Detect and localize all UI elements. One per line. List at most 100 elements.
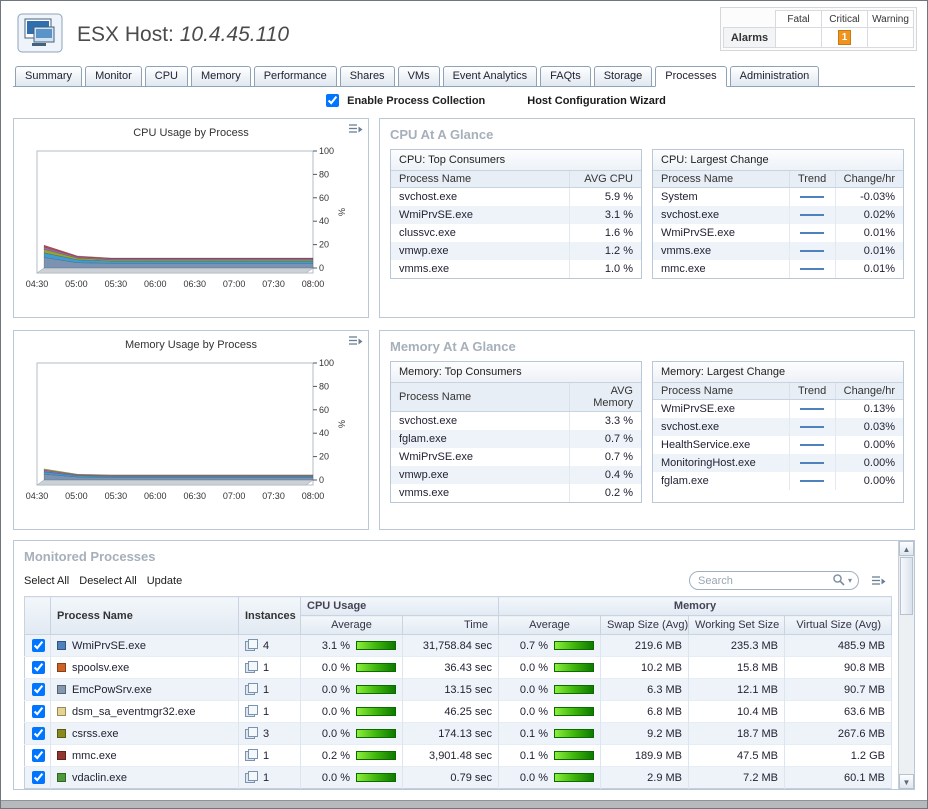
tab-storage[interactable]: Storage: [593, 66, 653, 87]
avg-value: 1.0 %: [604, 263, 633, 275]
memory-average-value: 0.7 %: [519, 639, 549, 652]
cpu-time-value: 13.15 sec: [402, 678, 500, 701]
chart-title: Memory Usage by Process: [124, 339, 258, 351]
col-virtual-size[interactable]: Virtual Size (Avg): [784, 615, 892, 635]
row-checkbox[interactable]: [31, 727, 45, 740]
trend-sparkline: [789, 399, 836, 418]
col-instances[interactable]: Instances: [238, 596, 301, 635]
consumer-row: svchost.exe 5.9 %: [391, 187, 641, 206]
tab-vms[interactable]: VMs: [397, 66, 440, 87]
tab-memory[interactable]: Memory: [190, 66, 251, 87]
row-checkbox[interactable]: [31, 749, 45, 762]
main-grid: CPU Usage by Process 0 20 40 60 80 100% 04:30 0…: [1, 114, 927, 530]
memory-usage-chart-panel: Memory Usage by Process 0 20 40 60 80 100% 04:…: [13, 330, 369, 530]
tab-monitor[interactable]: Monitor: [85, 66, 142, 87]
alarms-label: Alarms: [723, 27, 776, 48]
col-time[interactable]: Time: [401, 615, 500, 635]
process-name: vmms.exe: [653, 242, 790, 260]
col-avg-memory[interactable]: AVG Memory: [569, 383, 641, 412]
toolbar-link-update[interactable]: Update: [146, 574, 183, 587]
svg-text:07:00: 07:00: [223, 491, 246, 501]
instances-icon: [245, 749, 258, 761]
search-box[interactable]: ▾: [689, 571, 859, 590]
process-color-icon: [57, 706, 66, 716]
change-row: svchost.exe 0.03%: [653, 418, 903, 436]
row-checkbox[interactable]: [31, 639, 45, 652]
search-input[interactable]: [696, 573, 829, 588]
change-per-hr: 0.01%: [863, 263, 895, 275]
memory-top-consumers-table: Process Name AVG Memory svchost.exe 3.3 %…: [391, 383, 641, 502]
toolbar-link-select-all[interactable]: Select All: [24, 574, 70, 587]
warning-count-cell[interactable]: [867, 27, 914, 48]
instances-icon: [245, 705, 258, 717]
tab-event-analytics[interactable]: Event Analytics: [442, 66, 538, 87]
chart-options-icon[interactable]: [348, 123, 363, 134]
enable-process-collection[interactable]: Enable Process Collection: [322, 91, 485, 110]
tab-faqts[interactable]: FAQts: [540, 66, 591, 87]
scrollbar-thumb[interactable]: [900, 557, 913, 615]
change-row: WmiPrvSE.exe 0.13%: [653, 399, 903, 418]
row-checkbox[interactable]: [31, 771, 45, 784]
col-process-name[interactable]: Process Name: [391, 171, 570, 188]
row-checkbox[interactable]: [31, 705, 45, 718]
scroll-up-button[interactable]: ▲: [899, 541, 914, 556]
process-name: spoolsv.exe: [72, 661, 130, 674]
tab-processes[interactable]: Processes: [655, 66, 727, 87]
row-checkbox[interactable]: [31, 683, 45, 696]
scroll-down-button[interactable]: ▼: [899, 774, 914, 789]
col-change-per-hr[interactable]: Change/hr: [835, 383, 903, 400]
consumer-row: clussvc.exe 1.6 %: [391, 224, 641, 242]
swap-size-value: 2.9 MB: [600, 766, 690, 789]
consumer-row: fglam.exe 0.7 %: [391, 430, 641, 448]
cpu-average-value: 0.0 %: [321, 771, 350, 784]
col-avg-cpu[interactable]: AVG CPU: [569, 171, 641, 188]
tab-cpu[interactable]: CPU: [144, 66, 188, 87]
avg-value: 0.2 %: [604, 487, 633, 499]
tab-shares[interactable]: Shares: [339, 66, 395, 87]
col-cpu-average[interactable]: Average: [300, 615, 403, 635]
header-checkbox-cell: [24, 596, 51, 635]
col-working-set-size[interactable]: Working Set Size: [688, 615, 786, 635]
vertical-scrollbar[interactable]: ▲ ▼: [898, 541, 914, 789]
svg-text:06:00: 06:00: [144, 279, 167, 289]
search-dropdown-arrow-icon[interactable]: ▾: [847, 576, 852, 585]
tab-performance[interactable]: Performance: [253, 66, 337, 87]
toolbar-link-deselect-all[interactable]: Deselect All: [79, 574, 137, 587]
fatal-count-cell[interactable]: [775, 27, 822, 48]
tab-administration[interactable]: Administration: [729, 66, 820, 87]
col-trend[interactable]: Trend: [789, 383, 836, 400]
panel-title: CPU At A Glance: [390, 127, 494, 142]
avg-value: 1.2 %: [604, 245, 633, 257]
virtual-size-value: 90.7 MB: [784, 678, 892, 701]
table-options-icon[interactable]: [871, 575, 886, 586]
controls-row: Enable Process Collection Host Configura…: [1, 87, 927, 114]
swap-size-value: 219.6 MB: [600, 634, 690, 657]
critical-count-cell[interactable]: 1: [821, 27, 868, 48]
col-change-per-hr[interactable]: Change/hr: [835, 171, 903, 188]
critical-count-badge[interactable]: 1: [838, 30, 851, 45]
tab-summary[interactable]: Summary: [15, 66, 83, 87]
instances-count: 1: [263, 684, 270, 696]
cpu-usage-chart-panel: CPU Usage by Process 0 20 40 60 80 100% 04:30 0…: [13, 118, 369, 318]
col-process-name[interactable]: Process Name: [653, 383, 790, 400]
col-trend[interactable]: Trend: [789, 171, 836, 188]
col-swap-size[interactable]: Swap Size (Avg): [600, 615, 690, 635]
col-process-name[interactable]: Process Name: [50, 596, 239, 635]
chart-options-icon[interactable]: [348, 335, 363, 346]
cpu-largest-change-table: Process Name Trend Change/hr System -0.03…: [653, 171, 903, 278]
avg-value: 0.7 %: [604, 451, 633, 463]
enable-process-collection-checkbox[interactable]: [326, 94, 340, 107]
working-set-size-value: 47.5 MB: [688, 744, 786, 767]
svg-text:0: 0: [319, 263, 324, 273]
host-configuration-wizard-link[interactable]: Host Configuration Wizard: [527, 94, 666, 107]
col-memory-average[interactable]: Average: [498, 615, 602, 635]
col-process-name[interactable]: Process Name: [653, 171, 790, 188]
process-row: mmc.exe 1 0.2 % 3,901.48 sec 0.1 % 189.9 MB 47…: [24, 744, 892, 767]
col-process-name[interactable]: Process Name: [391, 383, 570, 412]
memory-usage-bar: [554, 750, 595, 760]
process-name: vmms.exe: [391, 484, 570, 502]
svg-text:05:00: 05:00: [65, 491, 88, 501]
row-checkbox[interactable]: [31, 661, 45, 674]
instances-count: 1: [263, 772, 270, 784]
search-icon[interactable]: [832, 573, 845, 589]
